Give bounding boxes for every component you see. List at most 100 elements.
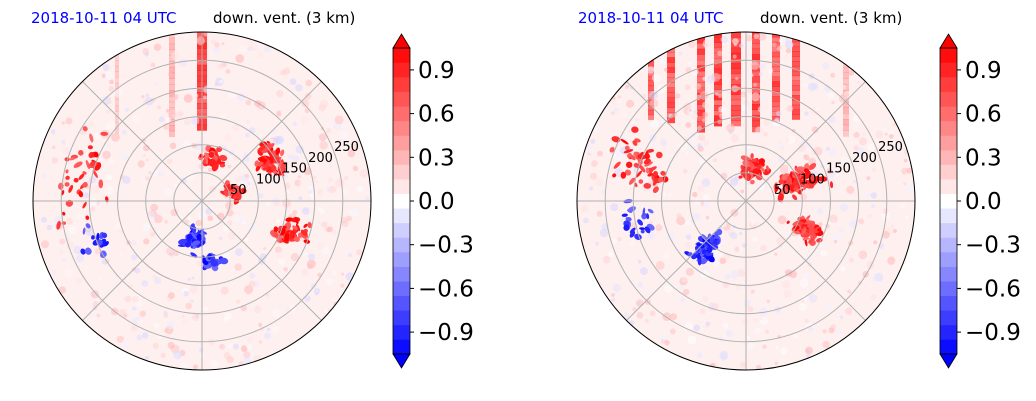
field-streak-cell (648, 36, 654, 43)
field-positive-blob (78, 173, 85, 180)
field-speckle (258, 322, 263, 327)
field-speckle (728, 232, 734, 237)
field-speckle (882, 208, 889, 215)
colorbar: 0.9 0.6 0.3 0.0 −0.3 −0.6 −0.9 (939, 33, 1021, 369)
field-speckle (61, 203, 67, 209)
field-streak-cell (772, 51, 780, 58)
field-speckle (751, 92, 760, 102)
field-negative-blob (640, 229, 645, 234)
field-speckle (164, 219, 169, 224)
field-speckle (347, 149, 356, 158)
field-negative-blob (621, 213, 628, 217)
field-speckle (867, 213, 872, 219)
field-positive-blob (786, 220, 790, 224)
field-speckle (719, 350, 729, 360)
colorbar-segment (393, 48, 410, 63)
field-speckle (105, 174, 113, 182)
field-speckle (149, 212, 156, 219)
field-speckle (904, 172, 911, 179)
field-speckle (754, 327, 761, 335)
field-speckle (858, 250, 868, 260)
field-speckle (595, 178, 604, 187)
field-positive-blob (92, 169, 98, 178)
field-speckle (93, 118, 99, 124)
field-speckle (733, 43, 738, 47)
field-speckle (168, 72, 173, 77)
field-streak-cell (752, 48, 760, 55)
field-speckle (763, 132, 768, 137)
field-speckle (589, 186, 594, 191)
field-negative-blob (629, 230, 636, 238)
field-speckle (685, 122, 692, 128)
field-speckle (227, 164, 232, 169)
field-speckle (705, 321, 711, 327)
field-speckle (89, 198, 98, 207)
field-speckle (715, 92, 719, 96)
field-streak-cell (843, 32, 849, 39)
field-speckle (166, 247, 175, 256)
field-speckle (234, 248, 243, 257)
field-speckle (878, 172, 886, 180)
field-speckle (665, 151, 673, 160)
field-speckle (690, 136, 696, 142)
field-speckle (594, 241, 600, 246)
field-layer (41, 32, 371, 370)
field-speckle (304, 92, 312, 100)
field-streak-cell (752, 70, 760, 77)
field-speckle (802, 272, 811, 280)
field-speckle (763, 105, 768, 110)
field-speckle (50, 129, 56, 134)
colorbar-tick-label: 0.6 (965, 102, 1002, 128)
field-speckle (105, 185, 114, 195)
field-streak-cell (115, 60, 119, 67)
field-speckle (292, 155, 300, 162)
field-speckle (77, 304, 81, 308)
field-speckle (783, 54, 789, 59)
field-speckle (51, 145, 56, 150)
colorbar-extend-min (939, 353, 958, 369)
field-positive-blob (630, 155, 636, 161)
field-speckle (678, 51, 683, 56)
field-speckle (708, 173, 712, 178)
field-speckle (142, 154, 146, 158)
field-speckle (197, 203, 205, 212)
field-speckle (195, 219, 202, 227)
field-speckle (59, 238, 66, 245)
field-positive-blob (100, 131, 109, 136)
field-speckle (675, 142, 681, 147)
field-speckle (327, 226, 334, 233)
grid-spoke (82, 81, 203, 202)
field-speckle (316, 189, 324, 196)
field-speckle (783, 289, 793, 299)
field-speckle (128, 284, 133, 290)
field-speckle (872, 273, 882, 282)
field-streak-cell (792, 109, 800, 115)
field-speckle (728, 129, 734, 135)
field-streak-cell (731, 94, 741, 101)
field-speckle (856, 80, 861, 84)
field-speckle (263, 45, 271, 53)
field-streak-cell (714, 84, 722, 90)
field-positive-blob (803, 168, 810, 174)
colorbar-segment (393, 266, 410, 282)
field-speckle (98, 277, 102, 282)
field-speckle (141, 95, 145, 99)
field-speckle (180, 177, 187, 184)
field-speckle (337, 139, 341, 144)
field-positive-blob (264, 160, 271, 168)
field-streak-cell (772, 66, 780, 73)
field-speckle (170, 208, 178, 217)
field-speckle (257, 86, 261, 90)
field-speckle (340, 283, 345, 288)
field-speckle (181, 318, 189, 326)
field-positive-blob (632, 140, 638, 146)
field-streak-cell (714, 68, 722, 75)
field-streak-cell (792, 61, 800, 67)
field-positive-blob (87, 145, 93, 150)
field-positive-blob (803, 220, 813, 225)
field-streak-cell (792, 70, 800, 77)
field-streak-cell (772, 91, 780, 97)
field-streak-cell (792, 65, 800, 72)
field-speckle (133, 315, 138, 320)
colorbar-tick-label: −0.3 (965, 233, 1021, 259)
